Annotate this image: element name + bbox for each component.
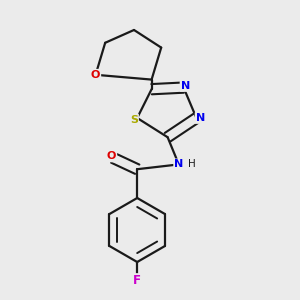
Text: N: N bbox=[196, 113, 205, 123]
Text: S: S bbox=[130, 115, 138, 124]
Text: N: N bbox=[174, 159, 183, 170]
Text: O: O bbox=[107, 152, 116, 161]
Text: F: F bbox=[133, 274, 141, 287]
Text: N: N bbox=[181, 81, 190, 91]
Text: H: H bbox=[188, 159, 196, 170]
Text: O: O bbox=[91, 70, 100, 80]
